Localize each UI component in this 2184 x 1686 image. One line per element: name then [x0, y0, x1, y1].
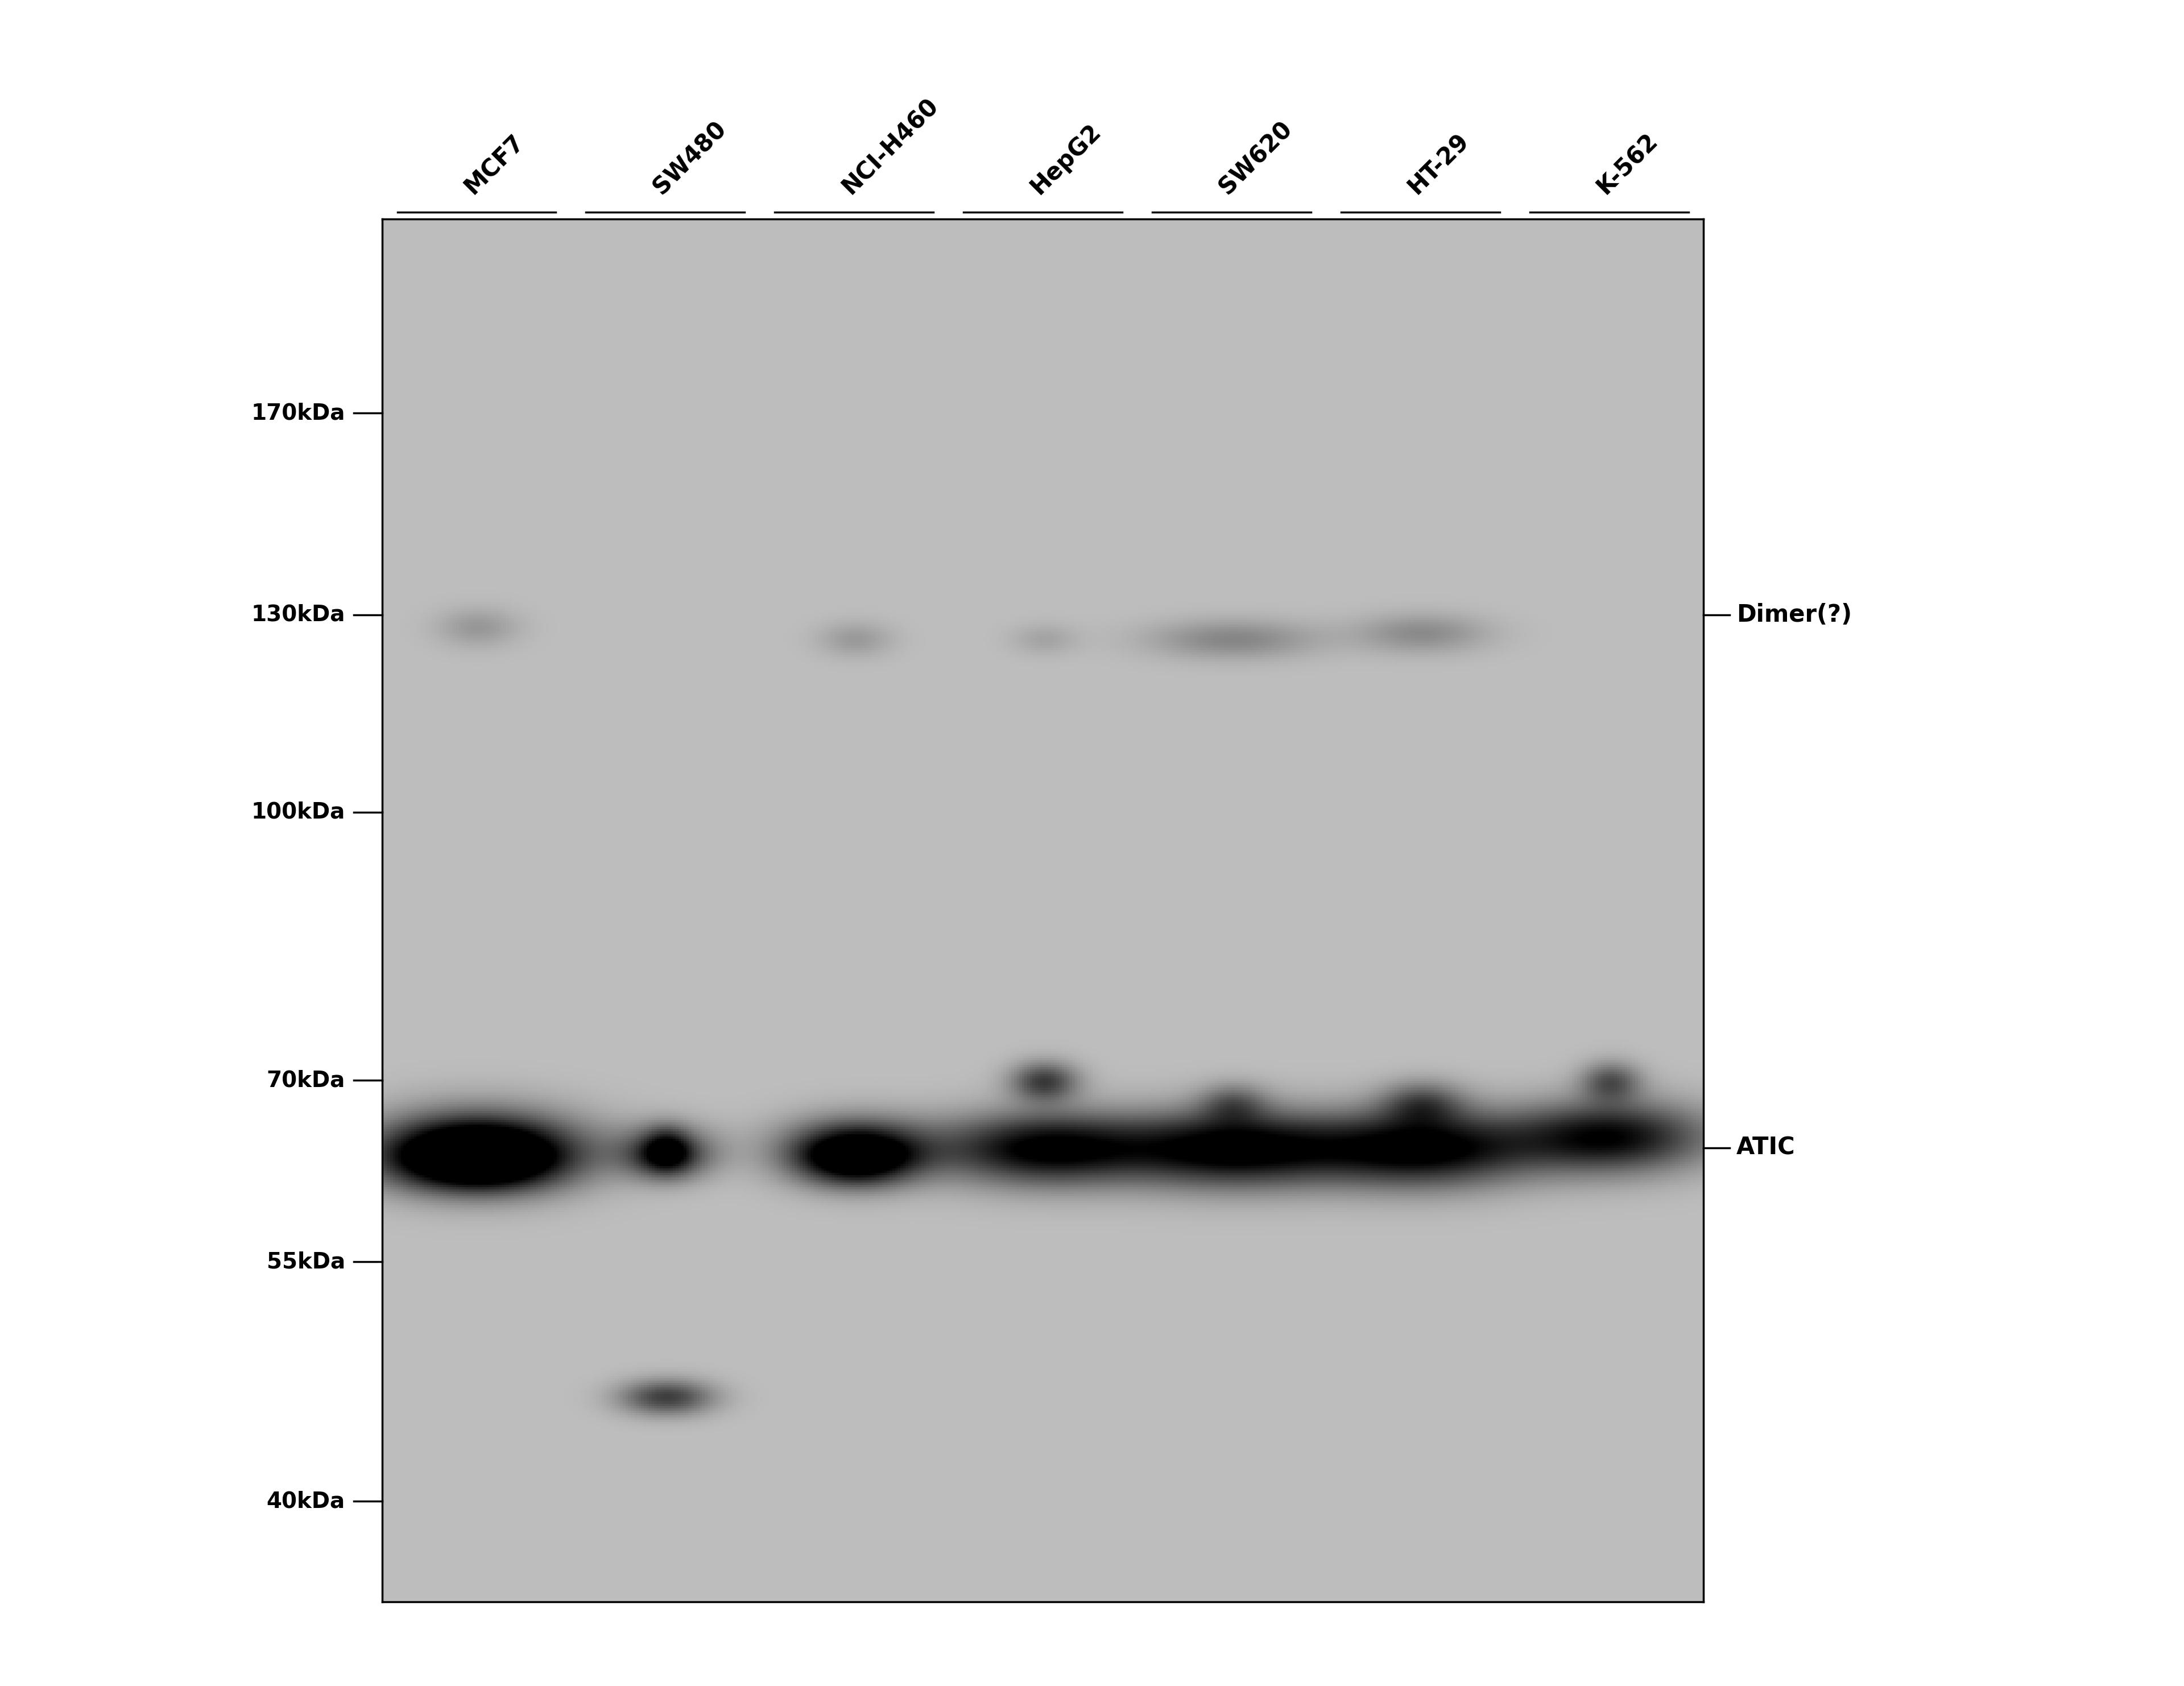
Text: MCF7: MCF7 [459, 130, 529, 199]
Text: SW620: SW620 [1214, 116, 1297, 199]
Text: 130kDa: 130kDa [251, 604, 345, 626]
Text: ATIC: ATIC [1736, 1136, 1795, 1160]
Text: HT-29: HT-29 [1404, 128, 1474, 199]
Text: 70kDa: 70kDa [266, 1069, 345, 1091]
Text: 100kDa: 100kDa [251, 801, 345, 823]
Text: SW480: SW480 [649, 116, 732, 199]
Text: 40kDa: 40kDa [266, 1490, 345, 1512]
Text: 55kDa: 55kDa [266, 1251, 345, 1273]
Text: NCI-H460: NCI-H460 [836, 93, 943, 199]
Text: HepG2: HepG2 [1026, 120, 1105, 199]
Text: 170kDa: 170kDa [251, 403, 345, 423]
Text: K-562: K-562 [1592, 128, 1662, 199]
Text: Dimer(?): Dimer(?) [1736, 604, 1852, 627]
